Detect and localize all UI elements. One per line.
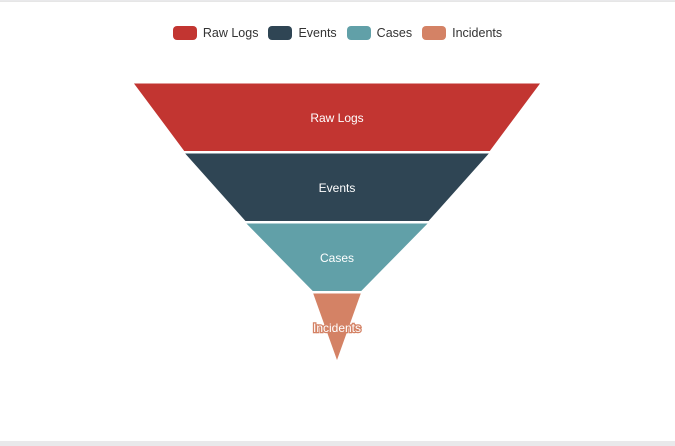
legend-item-incidents[interactable]: Incidents bbox=[422, 26, 502, 40]
legend-label-raw-logs: Raw Logs bbox=[202, 26, 259, 40]
funnel-label-cases: Cases bbox=[320, 251, 354, 265]
legend-label-events: Events bbox=[298, 26, 337, 40]
legend-item-cases[interactable]: Cases bbox=[346, 26, 413, 40]
funnel-label-raw-logs: Raw Logs bbox=[310, 111, 363, 125]
funnel-segment-cases[interactable] bbox=[244, 222, 430, 292]
funnel-segment-raw-logs[interactable] bbox=[132, 82, 542, 152]
funnel-label-events: Events bbox=[319, 181, 356, 195]
funnel-segment-events[interactable] bbox=[182, 152, 492, 222]
legend-swatch-events bbox=[268, 26, 293, 40]
legend: Raw Logs Events Cases Incidents bbox=[0, 26, 675, 40]
legend-item-raw-logs[interactable]: Raw Logs bbox=[172, 26, 259, 40]
legend-swatch-cases bbox=[346, 26, 371, 40]
funnel-label-incidents: Incidents bbox=[313, 321, 361, 335]
legend-label-cases: Cases bbox=[376, 26, 413, 40]
legend-swatch-raw-logs bbox=[172, 26, 197, 40]
legend-label-incidents: Incidents bbox=[452, 26, 503, 40]
funnel-segment-incidents[interactable] bbox=[311, 292, 363, 363]
legend-item-events[interactable]: Events bbox=[268, 26, 337, 40]
legend-swatch-incidents bbox=[422, 26, 447, 40]
